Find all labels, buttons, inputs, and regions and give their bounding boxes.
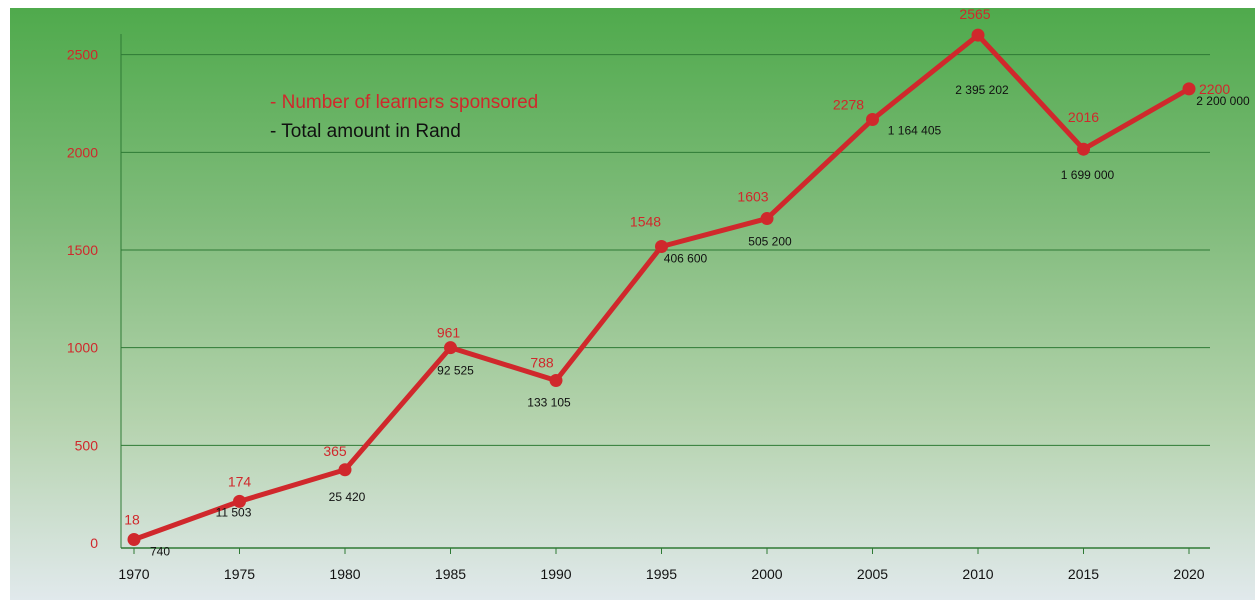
data-label: 961 bbox=[437, 325, 461, 341]
x-tick-label: 2010 bbox=[962, 566, 993, 582]
legend-amount: - Total amount in Rand bbox=[270, 121, 461, 142]
x-tick-label: 1995 bbox=[646, 566, 677, 582]
x-tick-label: 2000 bbox=[751, 566, 782, 582]
amount-label: 505 200 bbox=[748, 235, 792, 249]
amount-label: 1 699 000 bbox=[1061, 168, 1115, 182]
data-point bbox=[338, 463, 352, 477]
x-tick-label: 2020 bbox=[1173, 566, 1204, 582]
x-tick-label: 1975 bbox=[224, 566, 255, 582]
y-tick-label: 0 bbox=[90, 535, 98, 551]
series-learners bbox=[127, 28, 1196, 546]
amount-label: 2 395 202 bbox=[955, 83, 1009, 97]
amount-label: 740 bbox=[150, 544, 170, 558]
data-point bbox=[444, 341, 457, 355]
x-tick-label: 2015 bbox=[1068, 566, 1099, 582]
data-point bbox=[655, 239, 668, 253]
data-label: 2016 bbox=[1068, 109, 1099, 125]
y-tick-label: 2500 bbox=[67, 47, 98, 63]
x-tick-label: 1990 bbox=[540, 566, 571, 582]
amount-label: 92 525 bbox=[437, 364, 474, 378]
data-point bbox=[971, 28, 985, 42]
y-tick-labels: 0 500 1000 1500 2000 2500 bbox=[67, 47, 98, 551]
data-point bbox=[549, 373, 563, 387]
amount-label: 11 503 bbox=[216, 505, 252, 519]
legend-learners: - Number of learners sponsored bbox=[270, 92, 538, 113]
data-label: 788 bbox=[530, 354, 554, 370]
amount-label: 25 420 bbox=[329, 490, 366, 504]
x-tick-label: 1985 bbox=[435, 566, 466, 582]
x-tick-label: 1970 bbox=[118, 566, 149, 582]
y-tick-label: 500 bbox=[75, 437, 99, 453]
data-point bbox=[127, 532, 141, 546]
chart-background: 0 500 1000 1500 2000 2500 1970 1975 1980 1985 199… bbox=[10, 8, 1255, 600]
data-label: 2565 bbox=[959, 8, 990, 22]
amount-label: 406 600 bbox=[664, 251, 708, 265]
x-tick-label: 1980 bbox=[329, 566, 360, 582]
data-point bbox=[233, 494, 246, 508]
x-tick-label: 2005 bbox=[857, 566, 888, 582]
data-label: 18 bbox=[124, 511, 140, 527]
data-point bbox=[760, 212, 774, 226]
x-tick-labels: 1970 1975 1980 1985 1990 1995 2000 2005 2010 2015… bbox=[118, 548, 1205, 582]
value-labels: 18 174 365 961 788 1548 1603 2278 2565 2016 2200 bbox=[124, 8, 1230, 527]
amount-label: 2 200 000 bbox=[1196, 94, 1250, 108]
data-label: 174 bbox=[228, 473, 252, 489]
data-label: 1603 bbox=[737, 189, 768, 205]
line-chart: 0 500 1000 1500 2000 2500 1970 1975 1980 1985 199… bbox=[67, 8, 1250, 582]
amount-labels: 740 11 503 25 420 92 525 133 105 406 600 505 2… bbox=[150, 83, 1250, 558]
amount-label: 133 105 bbox=[527, 395, 571, 409]
y-tick-label: 1000 bbox=[67, 340, 98, 356]
data-point bbox=[1077, 142, 1090, 156]
y-tick-label: 2000 bbox=[67, 144, 98, 160]
data-point bbox=[1182, 82, 1196, 96]
y-tick-label: 1500 bbox=[67, 242, 98, 258]
data-label: 1548 bbox=[630, 213, 661, 229]
amount-label: 1 164 405 bbox=[888, 124, 942, 138]
data-label: 2200 bbox=[1199, 81, 1230, 97]
data-point bbox=[866, 113, 879, 127]
data-label: 2278 bbox=[833, 97, 864, 113]
data-label: 365 bbox=[323, 443, 347, 459]
